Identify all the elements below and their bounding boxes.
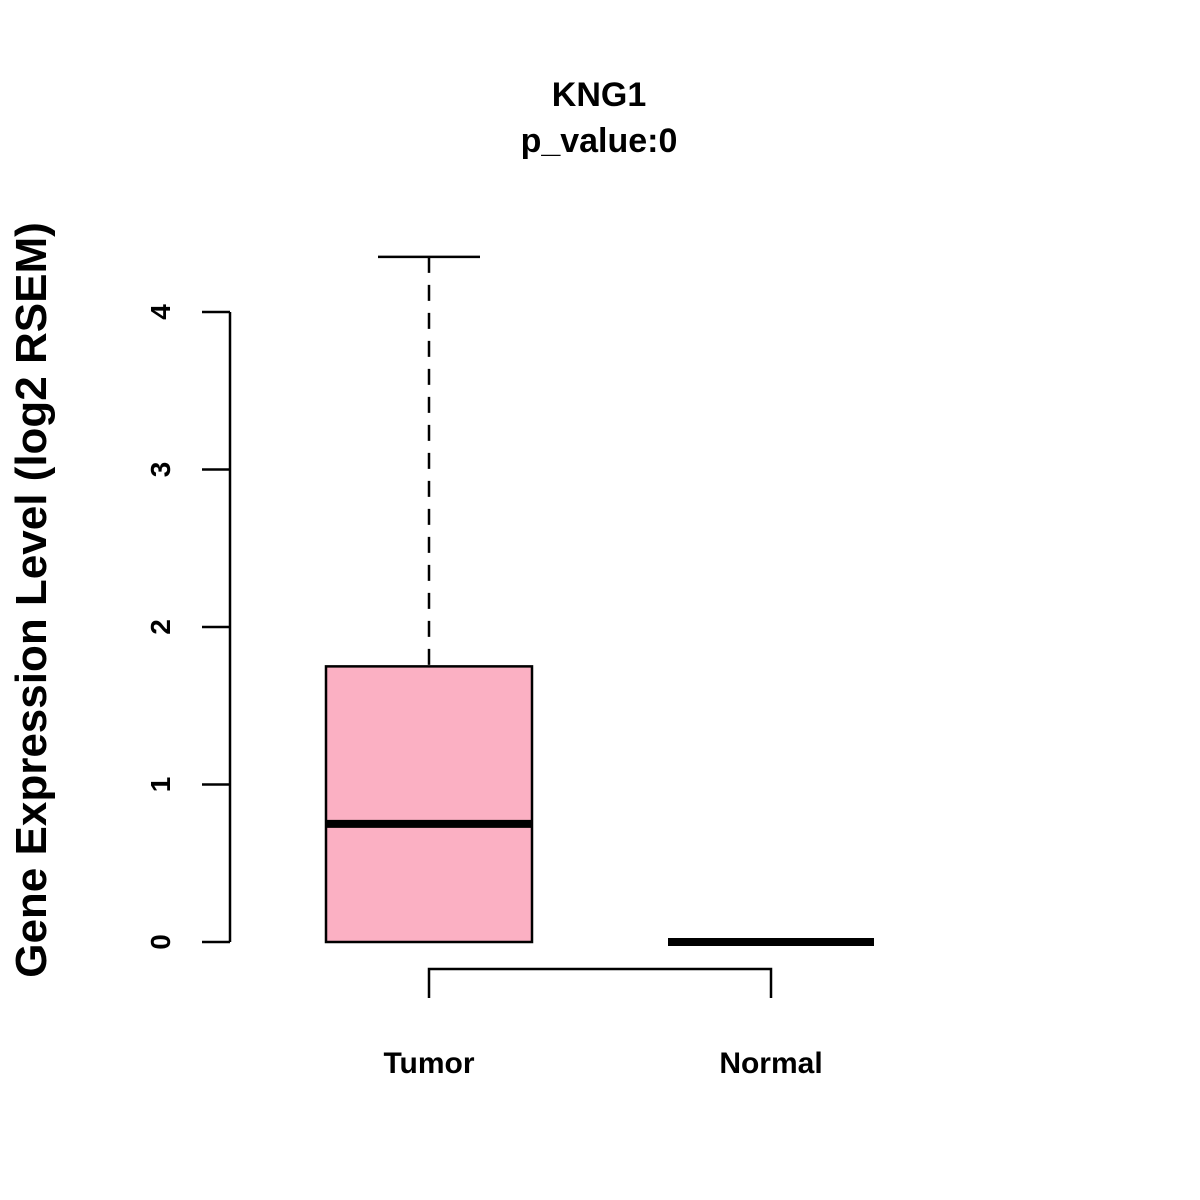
y-tick-label: 0 bbox=[145, 934, 176, 950]
chart-subtitle: p_value:0 bbox=[521, 122, 678, 160]
y-tick-label: 4 bbox=[145, 304, 176, 320]
y-tick-label: 1 bbox=[145, 777, 176, 793]
y-tick-label: 2 bbox=[145, 619, 176, 635]
significance-bracket bbox=[427, 967, 773, 998]
bracket-line bbox=[427, 967, 773, 998]
y-axis-label: Gene Expression Level (log2 RSEM) bbox=[7, 222, 56, 978]
y-axis: 0 1 2 3 4 bbox=[145, 304, 232, 950]
box-tumor bbox=[324, 255, 534, 944]
chart-title: KNG1 bbox=[552, 76, 646, 114]
box-iqr bbox=[324, 665, 534, 944]
x-axis-labels: Tumor Normal bbox=[383, 1047, 822, 1080]
x-label-normal: Normal bbox=[719, 1047, 822, 1080]
y-tick-label: 3 bbox=[145, 462, 176, 478]
x-label-tumor: Tumor bbox=[383, 1047, 474, 1080]
boxes bbox=[324, 255, 874, 946]
